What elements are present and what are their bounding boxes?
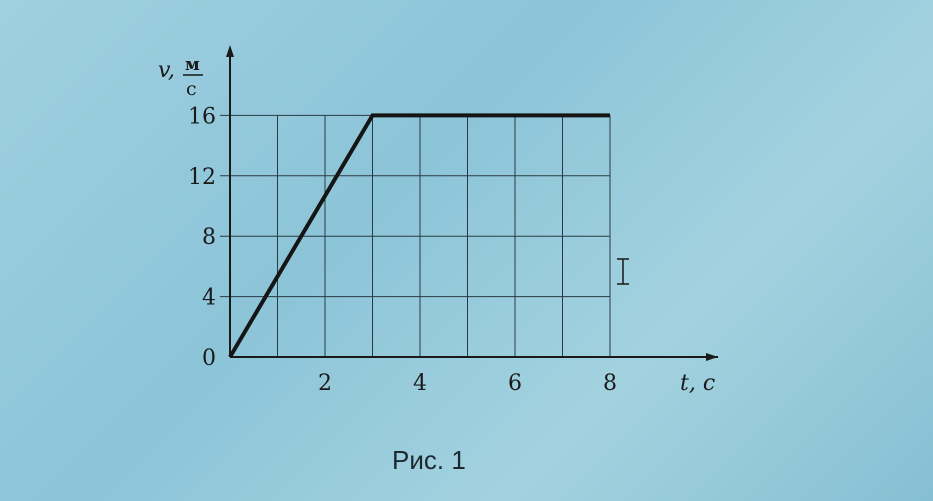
y-tick-label: 0 [202,346,216,371]
x-tick-label: 4 [413,371,427,396]
x-tick-label: 8 [603,371,617,396]
grid [220,114,611,357]
x-tick-label: 6 [508,371,522,396]
x-tick-label: 2 [318,371,332,396]
tick-labels: 2 4 6 8 0 4 8 12 16 [188,104,617,396]
x-axis-arrow [706,353,718,361]
y-axis-unit-denominator: с [186,78,197,100]
y-tick-label: 16 [188,104,216,129]
figure-caption: Рис. 1 [392,445,466,475]
series [228,113,610,359]
axes [226,45,718,361]
text-cursor-icon [617,258,629,285]
y-tick-label: 4 [202,286,216,311]
y-axis-arrow [226,45,234,57]
x-axis-label: t, с [680,371,715,396]
y-tick-label: 12 [188,165,216,190]
series-line [228,113,610,359]
y-tick-label: 8 [202,225,216,250]
y-axis-label: v, [158,58,175,83]
y-axis-unit-numerator: м [185,55,200,75]
